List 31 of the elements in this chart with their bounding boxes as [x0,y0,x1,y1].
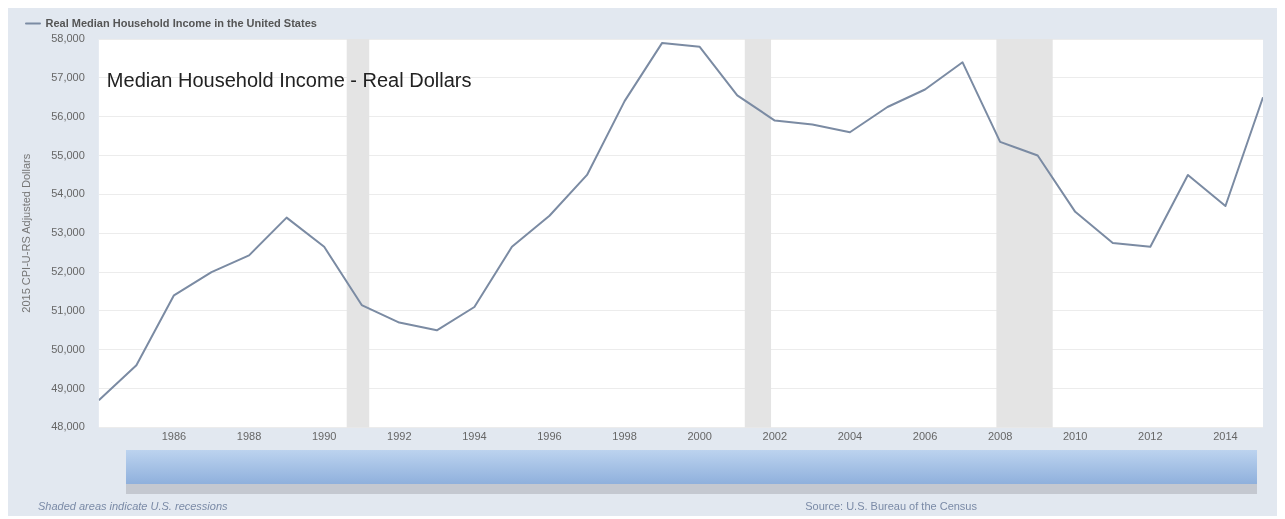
y-tick-label: 52,000 [51,265,85,278]
y-tick-label: 48,000 [51,420,85,433]
text: Shaded areas indicate U.S. recessions [38,500,228,512]
x-tick-label: 2012 [1138,430,1163,443]
x-tick-label: 2014 [1213,430,1238,443]
x-tick-label: 1992 [387,430,412,443]
y-tick-label: 54,000 [51,187,85,200]
y-tick-label: 51,000 [51,303,85,316]
x-tick-label: 1986 [161,430,187,443]
y-tick-label: 49,000 [51,381,85,394]
x-tick-label: 1996 [537,430,562,443]
y-tick-label: 56,000 [51,109,85,122]
x-tick-label: 2002 [762,430,788,443]
y-tick-label: 57,000 [51,70,85,83]
y-tick-label: 55,000 [51,148,85,161]
source-note: Source: U.S. Bureau of the Census [805,500,977,512]
x-tick-label: 1988 [236,430,262,443]
y-tick-label: 58,000 [51,32,85,45]
x-tick-label: 2004 [837,430,863,443]
x-tick-label: 2006 [912,430,938,443]
y-axis-title: 2015 CPI-U-RS Adjusted Dollars [19,153,32,313]
y-tick-label: 50,000 [51,342,85,355]
x-tick-label: 2000 [687,430,712,443]
x-tick-label: 1998 [612,430,637,443]
x-tick-label: 2008 [987,430,1013,443]
x-tick-label: 1994 [462,430,487,443]
text: Median Household Income - Real Dollars [106,68,472,91]
y-tick-label: 53,000 [51,226,85,239]
x-tick-label: 2010 [1062,430,1088,443]
x-tick-label: 1990 [311,430,337,443]
legend-label: Real Median Household Income in the United States [45,16,317,29]
